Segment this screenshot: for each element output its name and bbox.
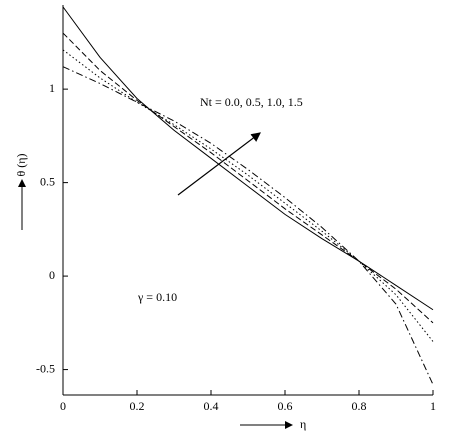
- x-axis-label: η: [300, 417, 306, 431]
- y-axis-label: θ (η): [14, 153, 28, 176]
- x-tick-label: 0: [60, 399, 66, 413]
- series-line: [62, 32, 434, 324]
- annotation: Nt = 0.0, 0.5, 1.0, 1.5: [200, 95, 303, 109]
- x-tick-label: 0.2: [130, 399, 145, 413]
- x-tick-label: 0.8: [352, 399, 367, 413]
- y-tick-label: 0.5: [40, 174, 55, 188]
- series-line: [62, 6, 434, 311]
- x-tick-label: 1: [430, 399, 436, 413]
- series-line: [62, 66, 434, 385]
- y-tick-label: 0: [49, 268, 55, 282]
- y-tick-label: -0.5: [36, 361, 55, 375]
- x-tick-label: 0.6: [278, 399, 293, 413]
- series-line: [62, 49, 434, 342]
- x-tick-label: 0.4: [204, 399, 219, 413]
- annotation: γ = 0.10: [137, 290, 177, 304]
- y-tick-label: 1: [49, 81, 55, 95]
